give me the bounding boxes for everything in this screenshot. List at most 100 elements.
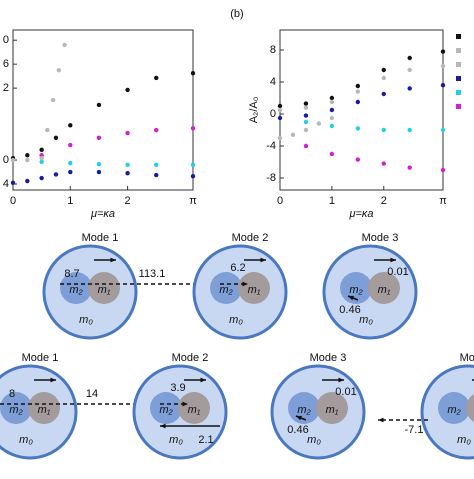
mass-label: m₀ [307,434,321,446]
y-tick-label: 4 [270,76,276,88]
data-point [125,162,130,168]
mode-label: Mode 1 [22,352,59,364]
data-point [154,172,159,178]
data-point [125,171,130,176]
value-label: 14 [86,388,98,400]
arrow-head [50,377,56,383]
data-point [407,67,412,73]
legend-swatch [456,90,461,95]
value-label: 2.1 [198,434,213,446]
data-point [355,99,361,105]
data-point [125,87,130,93]
mode-label: Mode 3 [310,352,347,364]
data-point [39,147,44,153]
legend-swatch [456,104,461,109]
inner-mass-1 [368,272,400,304]
value-label: -7.1 [405,424,424,436]
data-point [154,75,159,81]
value-label: 0.01 [387,266,408,278]
data-point [329,107,335,113]
inner-mass-2 [438,392,470,424]
inner-mass-1 [28,392,60,424]
x-tick-label: π [189,195,197,207]
y-tick-label: 8 [270,44,276,56]
value-label: 8.7 [64,268,79,280]
y-tick-label: 4 [3,178,9,190]
data-point [381,75,386,81]
mass-label: m₀ [169,434,183,446]
data-point [440,83,446,88]
inner-mass-1 [178,392,210,424]
mass-label: m₁ [248,284,261,296]
data-point [25,178,30,184]
data-point [303,113,309,118]
data-point [277,135,283,141]
x-tick-label: π [439,195,447,207]
x-tick-label: 1 [67,195,73,207]
inner-mass-1 [316,392,348,424]
data-point [53,172,59,177]
data-point [303,127,309,133]
mass-label: m₁ [326,404,339,416]
arrow-head [160,423,166,429]
plot-frame [279,29,444,191]
arrow-head [378,417,384,423]
y-tick-label: -4 [266,140,276,152]
data-point [154,127,159,133]
data-point [154,162,159,168]
x-tick-label: 0 [277,195,283,207]
inner-mass-1 [238,272,270,304]
data-point [68,142,73,148]
data-point [316,121,322,126]
value-label: 113.1 [139,268,166,280]
plot-frame [12,29,194,191]
data-point [62,42,67,48]
data-point [277,107,283,113]
arrow-head [110,257,116,263]
arrow-head [200,377,206,383]
data-point [68,123,73,128]
inner-mass-1 [88,272,120,304]
data-point [68,169,73,175]
mode-label: Mode 3 [362,232,399,244]
data-point [68,160,73,166]
value-label: 0.01 [335,386,356,398]
data-point [39,159,44,165]
x-tick-label: 2 [381,195,387,207]
y-axis-label: A₂/A₀ [248,97,260,124]
data-point [96,102,102,108]
mode-label: Mode 2 [172,352,209,364]
arrow-head [296,415,302,421]
arrow-head [338,377,344,383]
x-tick-label: 2 [125,195,131,207]
inner-mass-2 [0,392,32,424]
value-label: 3.9 [170,382,185,394]
data-point [440,167,446,173]
data-point [303,105,309,110]
data-point [190,174,196,179]
legend-swatch [456,76,461,81]
data-point [96,169,102,175]
data-point [329,151,335,157]
mass-label: m₂ [159,404,173,416]
mode-label: Mode 1 [82,232,119,244]
inner-mass-1 [466,394,474,422]
value-label: 0.46 [287,424,308,436]
mass-label: m₂ [219,284,233,296]
data-point [440,127,446,133]
data-point [381,127,386,133]
data-point [45,127,50,133]
arrow-head [182,401,188,407]
data-point [407,127,412,133]
mass-label: m₂ [447,404,461,416]
data-point [39,175,44,181]
mass-label: m₁ [188,404,201,416]
y-tick-label: 0 [270,108,276,120]
data-point [190,70,196,76]
value-label: 8 [9,388,15,400]
data-point [303,119,309,125]
data-point [190,162,196,168]
data-point [303,101,309,106]
data-point [440,63,446,69]
mass-label: m₀ [457,434,471,446]
